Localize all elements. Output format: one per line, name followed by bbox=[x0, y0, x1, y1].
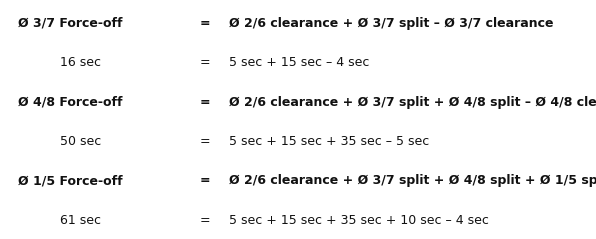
Text: Ø 2/6 clearance + Ø 3/7 split + Ø 4/8 split – Ø 4/8 clearance: Ø 2/6 clearance + Ø 3/7 split + Ø 4/8 sp… bbox=[229, 96, 596, 109]
Text: =: = bbox=[200, 56, 210, 69]
Text: 61 sec: 61 sec bbox=[60, 214, 101, 227]
Text: Ø 1/5 Force-off: Ø 1/5 Force-off bbox=[18, 174, 123, 187]
Text: =: = bbox=[200, 17, 210, 30]
Text: 50 sec: 50 sec bbox=[60, 135, 101, 148]
Text: Ø 4/8 Force-off: Ø 4/8 Force-off bbox=[18, 96, 122, 109]
Text: Ø 2/6 clearance + Ø 3/7 split + Ø 4/8 split + Ø 1/5 split – Ø 1/5 clearance: Ø 2/6 clearance + Ø 3/7 split + Ø 4/8 sp… bbox=[229, 174, 596, 187]
Text: =: = bbox=[200, 96, 210, 109]
Text: 16 sec: 16 sec bbox=[60, 56, 101, 69]
Text: =: = bbox=[200, 174, 210, 187]
Text: Ø 2/6 clearance + Ø 3/7 split – Ø 3/7 clearance: Ø 2/6 clearance + Ø 3/7 split – Ø 3/7 cl… bbox=[229, 17, 554, 30]
Text: Ø 3/7 Force-off: Ø 3/7 Force-off bbox=[18, 17, 122, 30]
Text: =: = bbox=[200, 135, 210, 148]
Text: =: = bbox=[200, 214, 210, 227]
Text: 5 sec + 15 sec + 35 sec – 5 sec: 5 sec + 15 sec + 35 sec – 5 sec bbox=[229, 135, 430, 148]
Text: 5 sec + 15 sec + 35 sec + 10 sec – 4 sec: 5 sec + 15 sec + 35 sec + 10 sec – 4 sec bbox=[229, 214, 489, 227]
Text: 5 sec + 15 sec – 4 sec: 5 sec + 15 sec – 4 sec bbox=[229, 56, 370, 69]
